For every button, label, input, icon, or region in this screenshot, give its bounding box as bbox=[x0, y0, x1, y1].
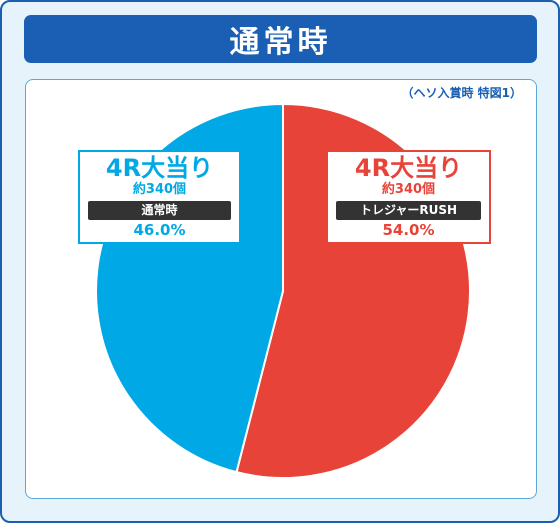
slice-label-percent: 46.0% bbox=[133, 221, 186, 239]
slice-label-title: 4R大当り bbox=[354, 154, 463, 182]
slice-label-balls: 約340個 bbox=[132, 182, 187, 197]
chart-title: 通常時 bbox=[24, 15, 537, 63]
slice-label-percent: 54.0% bbox=[382, 221, 435, 239]
slice-label-balls: 約340個 bbox=[381, 182, 436, 197]
pie-chart bbox=[95, 102, 471, 479]
slice-label-route: 通常時 bbox=[88, 201, 231, 220]
slice-label-route: トレジャーRUSH bbox=[336, 201, 481, 220]
slice-label-title: 4R大当り bbox=[105, 154, 214, 182]
slice-label-normal: 4R大当り 約340個 通常時 46.0% bbox=[78, 150, 241, 244]
slice-label-rush: 4R大当り 約340個 トレジャーRUSH 54.0% bbox=[326, 150, 491, 244]
chart-panel: （ヘソ入賞時 特図1） 4R大当り 約340個 通常時 46.0% 4R大当り … bbox=[25, 79, 537, 499]
chart-note: （ヘソ入賞時 特図1） bbox=[401, 86, 522, 100]
